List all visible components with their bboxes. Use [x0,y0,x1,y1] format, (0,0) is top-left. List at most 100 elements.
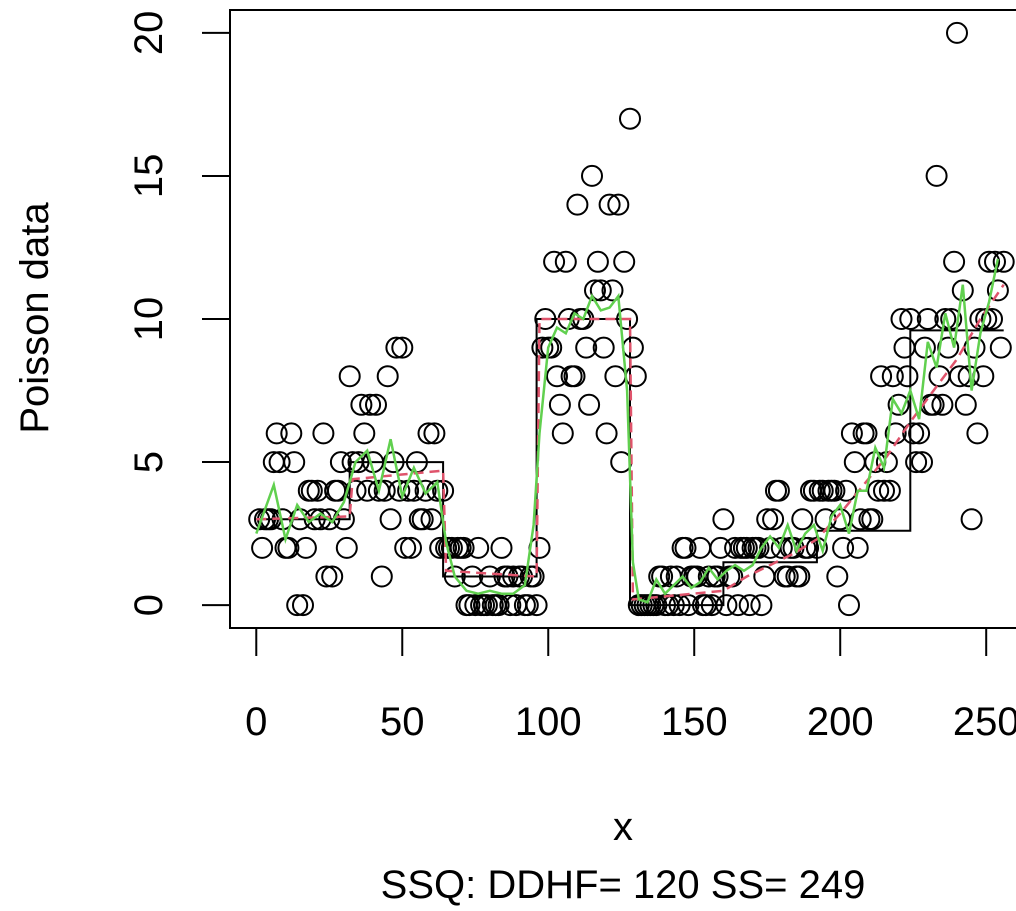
x-tick-label: 150 [661,700,728,744]
data-point [948,365,971,388]
data-point [499,594,522,617]
data-point [727,594,749,617]
x-tick-label: 50 [380,700,425,744]
data-point [321,565,344,588]
x-tick-label: 0 [245,700,267,744]
data-point [621,336,644,359]
data-point [756,508,779,531]
data-point [986,279,1009,302]
data-point [578,393,601,416]
data-point [420,508,443,531]
data-point [540,336,563,359]
data-point [338,365,361,388]
data-point [706,565,729,588]
data-point [972,365,995,388]
ddhf-estimate-line [256,283,1005,601]
data-point [867,479,890,502]
y-tick-label: 0 [127,594,171,616]
data-point [589,279,612,302]
data-point [563,365,586,388]
y-tick-label: 15 [127,154,171,199]
data-point [531,336,554,359]
data-point [598,193,621,216]
data-point [475,594,498,617]
data-point [548,393,571,416]
data-point [750,594,773,617]
data-point [835,479,858,502]
data-point [619,107,641,130]
data-point [595,422,618,445]
data-point [440,536,463,559]
y-axis-title: Poisson data [13,202,57,434]
data-point [566,193,589,216]
y-tick-label: 20 [127,11,171,56]
x-axis-title: x [613,805,633,849]
data-point [966,422,989,445]
data-point [359,393,382,416]
data-point [391,336,414,359]
data-point [843,451,866,474]
data-point [928,365,951,388]
data-point [370,565,393,588]
data-point [601,279,624,302]
data-point [753,565,776,588]
data-point [873,479,895,502]
y-tick-label: 10 [127,297,171,342]
data-point [546,365,568,388]
data-point [414,479,437,502]
data-point [893,336,916,359]
data-point [525,594,548,617]
data-point [916,308,939,330]
data-point [423,422,446,445]
x-tick-label: 100 [515,700,582,744]
data-point [294,536,317,559]
data-point [905,451,928,474]
data-point [911,451,933,474]
data-point [280,422,303,445]
data-point [890,308,913,330]
data-point [251,536,274,559]
data-point [353,422,376,445]
chart-subtitle: SSQ: DDHF= 120 SS= 249 [381,863,866,907]
plot-area [229,9,1016,629]
data-point [490,536,513,559]
data-point [400,536,422,559]
data-point [811,479,834,502]
data-point [826,565,849,588]
data-point [934,308,957,330]
data-point [937,336,960,359]
data-point [592,336,615,359]
data-point [651,565,674,588]
data-point [604,365,627,388]
data-point [943,250,966,273]
data-point [881,365,904,388]
data-point [788,565,811,588]
data-point [516,594,539,617]
data-point [417,422,440,445]
data-point [292,594,314,617]
data-point [551,422,574,445]
data-point [735,536,758,559]
data-point [385,336,408,359]
data-point [581,164,603,187]
data-point [575,336,598,359]
y-axis: 0 5 10 15 20 [127,11,231,616]
data-point [767,479,790,502]
data-point [458,594,481,617]
data-point [776,565,799,588]
data-point [840,422,863,445]
x-tick-label: 200 [807,700,874,744]
data-point [747,536,770,559]
data-point [335,536,358,559]
data-point [896,365,919,388]
data-points [248,21,1015,617]
data-point [624,365,647,388]
data-point [838,594,860,617]
data-point [992,250,1015,273]
data-point [268,451,291,474]
data-point [946,21,968,44]
data-point [712,508,735,531]
data-point [978,250,1001,273]
data-point [344,479,367,502]
